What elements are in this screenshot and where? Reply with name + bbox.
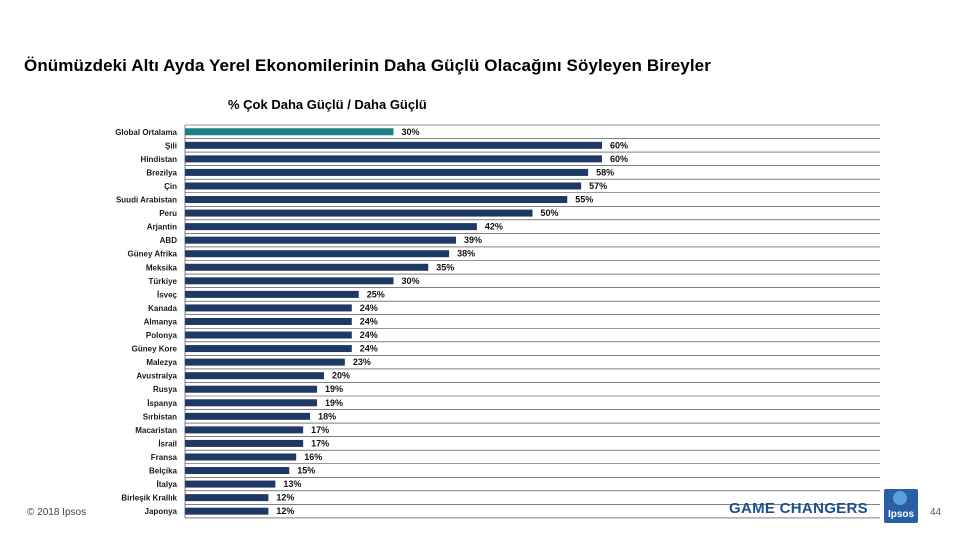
category-label: Suudi Arabistan (116, 196, 177, 205)
data-label: 60% (610, 140, 628, 150)
category-label: Brezilya (146, 168, 177, 177)
bar (185, 223, 477, 231)
bar (185, 263, 429, 271)
data-label: 24% (360, 344, 378, 354)
data-label: 50% (541, 208, 559, 218)
category-label: Rusya (153, 385, 178, 394)
data-label: 24% (360, 316, 378, 326)
bar (185, 426, 304, 434)
data-label: 12% (276, 493, 294, 503)
bar (185, 385, 318, 393)
category-label: ABD (160, 236, 178, 245)
data-label: 60% (610, 154, 628, 164)
ipsos-logo: Ipsos (884, 489, 918, 523)
data-label: 58% (596, 167, 614, 177)
data-label: 18% (318, 411, 336, 421)
bar (185, 250, 450, 258)
logo-circle-icon (893, 491, 907, 505)
bar (185, 331, 352, 339)
data-label: 55% (575, 195, 593, 205)
category-label: Hindistan (141, 155, 178, 164)
data-label: 20% (332, 371, 350, 381)
category-label: Şili (165, 141, 177, 150)
bar (185, 372, 324, 380)
category-label: Macaristan (135, 426, 177, 435)
data-label: 17% (311, 438, 329, 448)
bar (185, 196, 568, 204)
data-label: 25% (367, 289, 385, 299)
data-label: 30% (402, 276, 420, 286)
bar (185, 480, 276, 488)
data-label: 39% (464, 235, 482, 245)
category-label: Çin (164, 182, 177, 191)
logo-wordmark: Ipsos (887, 509, 915, 520)
category-label: Arjantin (147, 223, 177, 232)
category-label: Güney Kore (132, 345, 178, 354)
page-title: Önümüzdeki Altı Ayda Yerel Ekonomilerini… (24, 56, 711, 75)
bar (185, 399, 318, 407)
data-label: 17% (311, 425, 329, 435)
data-label: 57% (589, 181, 607, 191)
bar (185, 182, 582, 190)
bar (185, 494, 269, 502)
bar (185, 358, 345, 366)
category-label: Kanada (148, 304, 177, 313)
bar (185, 209, 533, 217)
bar (185, 277, 394, 285)
data-label: 38% (457, 249, 475, 259)
category-label: İsrail (158, 439, 177, 448)
bar (185, 467, 290, 475)
page-number: 44 (930, 507, 942, 518)
bar (185, 439, 304, 447)
data-label: 42% (485, 222, 503, 232)
data-label: 12% (276, 506, 294, 516)
copyright-text: © 2018 Ipsos (27, 507, 87, 518)
bar (185, 412, 311, 420)
bar (185, 128, 394, 136)
category-label: İspanya (147, 399, 177, 408)
bar (185, 453, 297, 461)
data-label: 24% (360, 303, 378, 313)
bar (185, 236, 457, 244)
chart-subtitle: % Çok Daha Güçlü / Daha Güçlü (228, 97, 427, 112)
brand-tagline: GAME CHANGERS (729, 500, 868, 517)
data-label: 24% (360, 330, 378, 340)
category-label: Meksika (146, 263, 178, 272)
data-label: 23% (353, 357, 371, 367)
data-label: 15% (297, 466, 315, 476)
bar (185, 290, 359, 298)
category-label: Güney Afrika (128, 250, 178, 259)
category-label: Japonya (145, 507, 178, 516)
bar (185, 168, 589, 176)
category-label: Global Ortalama (115, 128, 177, 137)
data-label: 19% (325, 384, 343, 394)
bar (185, 155, 602, 163)
category-label: Peru (159, 209, 177, 218)
category-label: Sırbistan (143, 412, 177, 421)
category-label: Avustralya (136, 372, 177, 381)
category-label: Birleşik Krallık (121, 494, 177, 503)
category-label: Almanya (144, 317, 178, 326)
bar (185, 304, 352, 312)
category-label: Belçika (149, 467, 178, 476)
category-label: Malezya (146, 358, 177, 367)
category-label: Türkiye (149, 277, 178, 286)
category-label: Fransa (151, 453, 178, 462)
data-label: 19% (325, 398, 343, 408)
data-label: 30% (402, 127, 420, 137)
data-label: 16% (304, 452, 322, 462)
bar (185, 345, 352, 353)
bar (185, 317, 352, 325)
bar (185, 507, 269, 515)
category-label: İsveç (157, 290, 178, 299)
data-label: 13% (283, 479, 301, 489)
data-label: 35% (436, 262, 454, 272)
category-label: İtalya (157, 480, 178, 489)
bar (185, 141, 602, 149)
category-label: Polonya (146, 331, 178, 340)
